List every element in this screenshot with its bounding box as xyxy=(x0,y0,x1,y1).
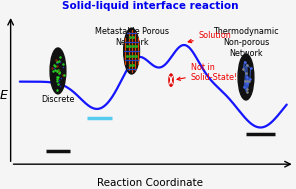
Circle shape xyxy=(50,48,66,94)
Text: Thermodynamic
Non-porous
Network: Thermodynamic Non-porous Network xyxy=(213,27,279,58)
Text: Discrete: Discrete xyxy=(41,95,75,104)
Circle shape xyxy=(238,54,254,100)
Text: Not in
Solid-State!: Not in Solid-State! xyxy=(177,63,238,82)
Text: Metastable Porous
Network: Metastable Porous Network xyxy=(95,27,169,47)
Text: E: E xyxy=(0,89,8,102)
Circle shape xyxy=(124,28,139,74)
Circle shape xyxy=(169,74,173,86)
Text: Solid-liquid interface reaction: Solid-liquid interface reaction xyxy=(62,1,238,11)
Text: Solution: Solution xyxy=(188,31,231,43)
Text: Reaction Coordinate: Reaction Coordinate xyxy=(97,178,203,188)
